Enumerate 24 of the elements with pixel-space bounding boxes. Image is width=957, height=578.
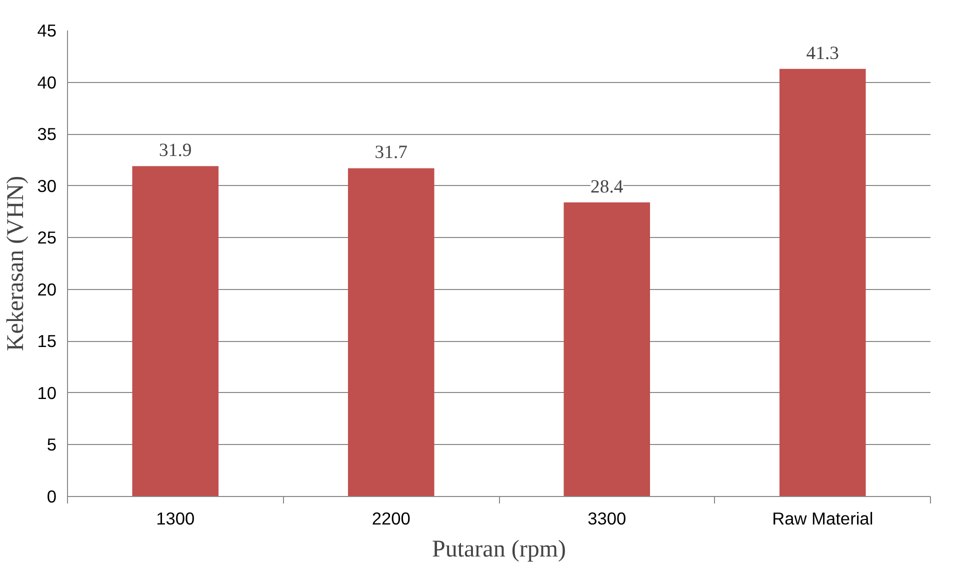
y-tick-label: 25 — [37, 228, 57, 248]
x-axis-title: Putaran (rpm) — [432, 536, 566, 562]
data-label: 31.7 — [374, 142, 408, 164]
y-tick-label: 35 — [37, 124, 57, 144]
y-tick-label: 10 — [37, 382, 57, 403]
y-tick-label: 15 — [37, 331, 57, 352]
y-tick-label: 45 — [37, 20, 57, 40]
y-tick-label: 40 — [37, 72, 57, 92]
x-tick-label: Raw Material — [772, 508, 874, 528]
data-label: 31.9 — [159, 140, 192, 162]
data-label: 41.3 — [806, 42, 839, 64]
data-label: 28.4 — [590, 176, 624, 198]
bar — [779, 68, 866, 496]
y-axis-title: Kekerasan (VHN) — [3, 176, 30, 352]
x-tick-label: 2200 — [372, 508, 410, 528]
x-tick-label: 3300 — [588, 508, 626, 528]
y-tick-label: 30 — [37, 176, 57, 196]
x-tick-label: 1300 — [156, 508, 195, 528]
bar — [564, 202, 650, 496]
y-tick-label: 5 — [46, 434, 57, 455]
bar — [132, 166, 219, 496]
y-tick-label: 0 — [46, 486, 57, 506]
y-tick-label: 20 — [37, 279, 57, 300]
bar — [348, 168, 434, 496]
